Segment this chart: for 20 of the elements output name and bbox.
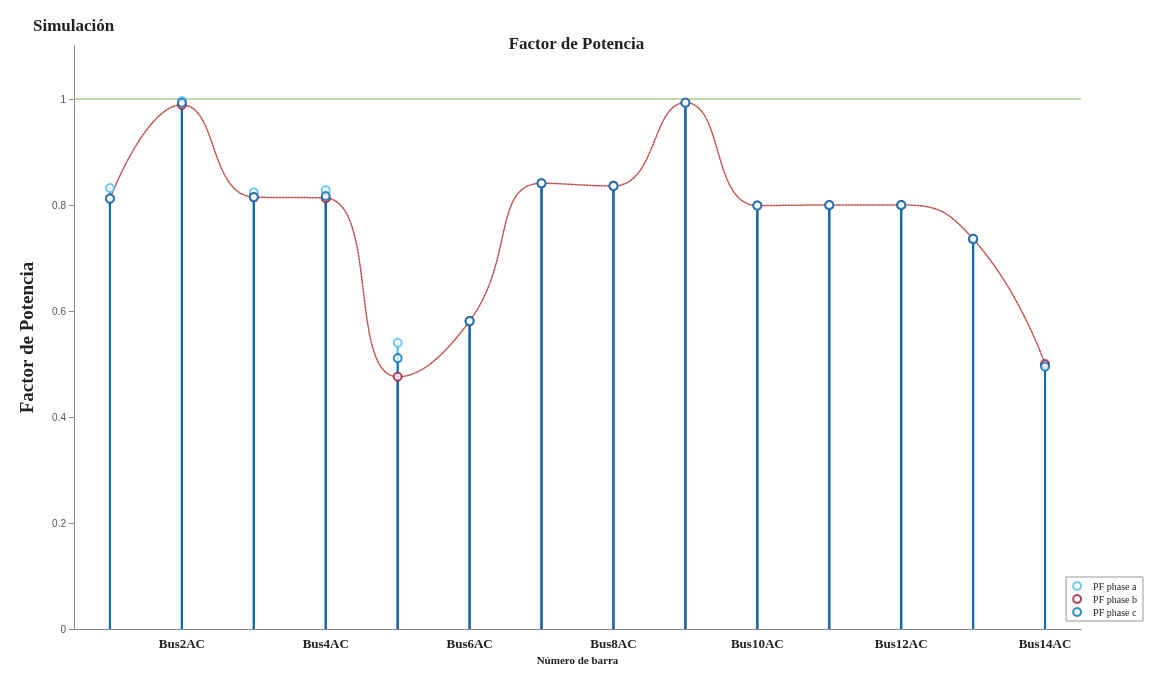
y-tick-label: 0.8: [52, 199, 67, 211]
y-tick-label: 0.2: [52, 517, 67, 529]
legend-label: PF phase c: [1093, 606, 1137, 618]
x-axis-title: Número de barra: [536, 654, 619, 667]
x-tick-label: Bus2AC: [158, 636, 206, 651]
x-tick-label: Bus12AC: [874, 636, 928, 651]
legend-label: PF phase a: [1093, 580, 1137, 592]
legend-label: PF phase b: [1093, 593, 1138, 605]
y-tick-label: 0.6: [52, 305, 67, 317]
chart-title: Factor de Potencia: [508, 34, 645, 53]
y-axis-title: Factor de Potencia: [16, 261, 37, 414]
y-tick-label: 0: [60, 623, 67, 635]
x-tick-label: Bus6AC: [446, 636, 493, 651]
x-tick-label: Bus14AC: [1018, 636, 1072, 651]
x-tick-label: Bus8AC: [590, 636, 637, 651]
x-tick-label: Bus10AC: [730, 636, 784, 651]
y-tick-label: 1: [60, 93, 67, 105]
y-tick-label: 0.4: [52, 411, 67, 423]
x-tick-label: Bus4AC: [302, 636, 349, 651]
chart-subtitle: Simulación: [33, 16, 115, 35]
